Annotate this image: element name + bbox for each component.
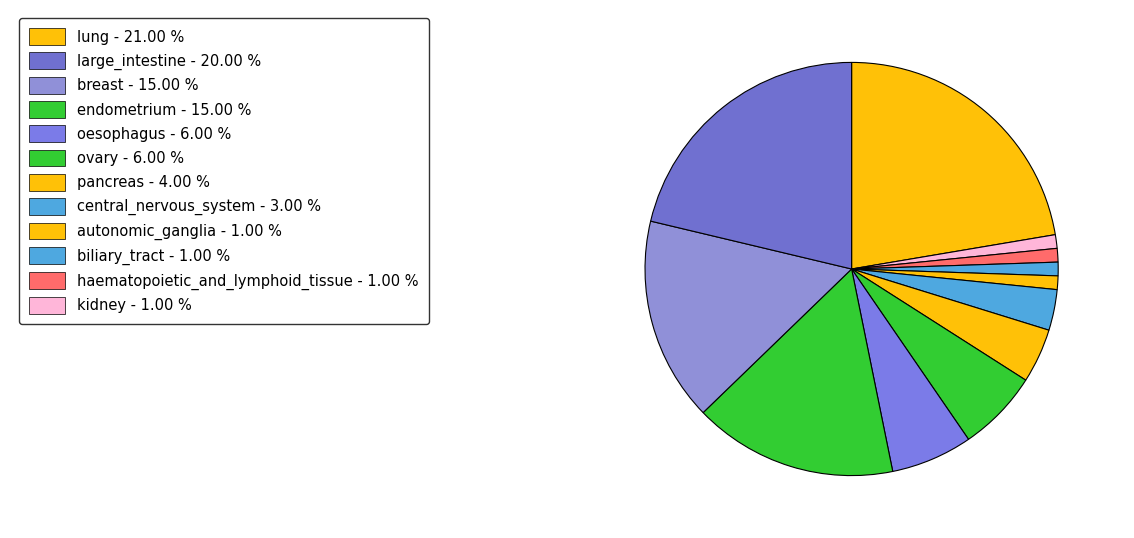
Wedge shape	[852, 269, 1057, 330]
Legend: lung - 21.00 %, large_intestine - 20.00 %, breast - 15.00 %, endometrium - 15.00: lung - 21.00 %, large_intestine - 20.00 …	[18, 18, 429, 324]
Wedge shape	[852, 249, 1058, 269]
Wedge shape	[852, 269, 1058, 289]
Wedge shape	[852, 262, 1058, 276]
Wedge shape	[852, 235, 1057, 269]
Wedge shape	[651, 62, 852, 269]
Wedge shape	[645, 221, 852, 413]
Wedge shape	[703, 269, 892, 476]
Wedge shape	[852, 269, 1026, 440]
Wedge shape	[852, 269, 1049, 380]
Wedge shape	[852, 269, 968, 471]
Wedge shape	[852, 62, 1056, 269]
